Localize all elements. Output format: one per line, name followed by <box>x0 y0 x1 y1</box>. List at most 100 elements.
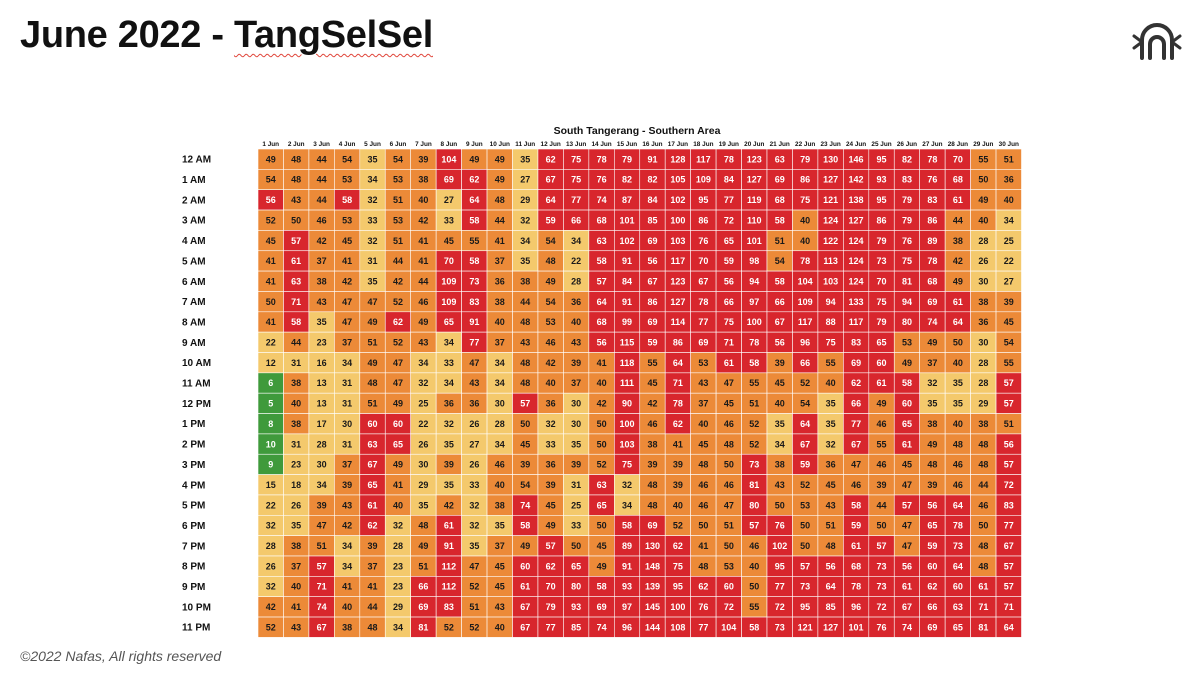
cell-value-label: 124 <box>849 276 864 286</box>
cell-value-label: 40 <box>393 500 403 510</box>
row-label: 4 AM <box>182 236 206 247</box>
cell-value-label: 102 <box>620 236 635 246</box>
cell-value-label: 39 <box>520 460 530 470</box>
cell-value-label: 69 <box>647 317 657 327</box>
cell-value-label: 49 <box>546 276 556 286</box>
cell-value-label: 83 <box>927 195 937 205</box>
cell-value-label: 78 <box>597 154 607 164</box>
cell-value-label: 32 <box>418 378 428 388</box>
cell-value-label: 127 <box>747 175 762 185</box>
cell-value-label: 51 <box>393 236 403 246</box>
cell-value-label: 60 <box>724 582 734 592</box>
column-label: 29 Jun <box>973 141 993 148</box>
cell-value-label: 95 <box>800 602 810 612</box>
cell-value-label: 50 <box>749 582 759 592</box>
cell-value-label: 69 <box>444 175 454 185</box>
cell-value-label: 100 <box>670 215 685 225</box>
cell-value-label: 29 <box>978 399 988 409</box>
cell-value-label: 72 <box>724 602 734 612</box>
cell-value-label: 46 <box>647 419 657 429</box>
cell-value-label: 83 <box>444 602 454 612</box>
cell-value-label: 35 <box>469 541 479 551</box>
cell-value-label: 122 <box>823 236 838 246</box>
cell-value-label: 52 <box>469 622 479 632</box>
row-label: 7 AM <box>182 297 206 308</box>
cell-value-label: 47 <box>469 358 479 368</box>
cell-value-label: 39 <box>927 480 937 490</box>
cell-value-label: 40 <box>342 602 352 612</box>
column-label: 21 Jun <box>770 141 790 148</box>
cell-value-label: 78 <box>851 582 861 592</box>
cell-value-label: 50 <box>597 419 607 429</box>
cell-value-label: 23 <box>393 582 403 592</box>
cell-value-label: 144 <box>645 622 660 632</box>
cell-value-label: 32 <box>266 582 276 592</box>
cell-value-label: 79 <box>622 154 632 164</box>
cell-value-label: 40 <box>291 399 301 409</box>
cell-value-label: 48 <box>927 460 937 470</box>
cell-value-label: 35 <box>953 399 963 409</box>
cell-value-label: 39 <box>673 460 683 470</box>
cell-value-label: 47 <box>469 561 479 571</box>
cell-value-label: 69 <box>927 622 937 632</box>
row-label: 5 PM <box>182 501 205 512</box>
cell-value-label: 32 <box>444 419 454 429</box>
cell-value-label: 50 <box>775 500 785 510</box>
cell-value-label: 57 <box>1004 561 1014 571</box>
cell-value-label: 58 <box>469 256 479 266</box>
y-axis-labels: 12 AM 1 AM 2 AM 3 AM 4 AM 5 AM 6 AM 7 AM 8 AM 9 A… <box>182 155 211 634</box>
cell-value-label: 27 <box>444 195 454 205</box>
cell-value-label: 66 <box>775 297 785 307</box>
cell-value-label: 33 <box>546 439 556 449</box>
cell-value-label: 76 <box>698 602 708 612</box>
cell-value-label: 56 <box>647 256 657 266</box>
cell-value-label: 87 <box>622 195 632 205</box>
cell-value-label: 13 <box>317 378 327 388</box>
cell-value-label: 51 <box>368 399 378 409</box>
cell-value-label: 23 <box>317 338 327 348</box>
cell-value-label: 49 <box>953 276 963 286</box>
column-label: 1 Jun <box>262 141 279 148</box>
cell-value-label: 77 <box>698 622 708 632</box>
cell-value-label: 49 <box>597 561 607 571</box>
cell-value-label: 35 <box>368 276 378 286</box>
cell-value-label: 68 <box>851 561 861 571</box>
cell-value-label: 51 <box>775 236 785 246</box>
cell-value-label: 95 <box>775 561 785 571</box>
cell-value-label: 41 <box>418 236 428 246</box>
cell-value-label: 34 <box>622 500 632 510</box>
cell-value-label: 118 <box>620 358 635 368</box>
column-label: 13 Jun <box>566 141 586 148</box>
cell-value-label: 38 <box>978 419 988 429</box>
cell-value-label: 38 <box>291 419 301 429</box>
cell-value-label: 46 <box>495 460 505 470</box>
cell-value-label: 47 <box>342 317 352 327</box>
cell-value-label: 66 <box>800 358 810 368</box>
cell-value-label: 82 <box>647 175 657 185</box>
column-label: 14 Jun <box>591 141 611 148</box>
cell-value-label: 45 <box>546 500 556 510</box>
cell-value-label: 94 <box>749 276 759 286</box>
cell-value-label: 103 <box>670 236 685 246</box>
cell-value-label: 94 <box>902 297 912 307</box>
cell-value-label: 50 <box>291 215 301 225</box>
cell-value-label: 96 <box>851 602 861 612</box>
cell-value-label: 51 <box>469 602 479 612</box>
cell-value-label: 101 <box>747 236 762 246</box>
cell-value-label: 55 <box>1004 358 1014 368</box>
cell-value-label: 54 <box>1004 338 1014 348</box>
cell-value-label: 54 <box>393 154 403 164</box>
cell-value-label: 58 <box>520 521 530 531</box>
cell-value-label: 101 <box>620 215 635 225</box>
cell-value-label: 44 <box>953 215 963 225</box>
cell-value-label: 40 <box>495 622 505 632</box>
cell-value-label: 58 <box>291 317 301 327</box>
cell-value-label: 48 <box>520 378 530 388</box>
cell-value-label: 64 <box>1004 622 1014 632</box>
cell-value-label: 61 <box>902 582 912 592</box>
cell-value-label: 35 <box>520 154 530 164</box>
cell-value-label: 78 <box>927 256 937 266</box>
cell-value-label: 57 <box>1004 582 1014 592</box>
cell-value-label: 105 <box>670 175 685 185</box>
